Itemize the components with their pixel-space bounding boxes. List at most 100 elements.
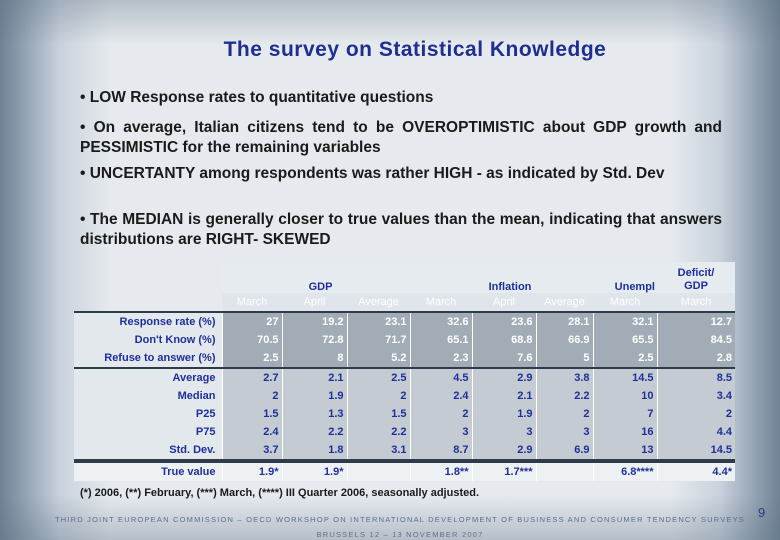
table-cell: 1.9* [281,463,347,481]
table-cell: 70.5 [221,331,282,349]
row-label: Std. Dev. [74,441,222,459]
table-row: True value 1.9* 1.9* 1.8** 1.7*** 6.8**** 4.4* [74,463,735,481]
row-label: Refuse to answer (%) [74,349,222,368]
table-cell: 32.1 [592,311,657,331]
group-inflation: Inflation [410,262,593,293]
table-cell: 1.7*** [471,463,536,481]
table-cell: 2.9 [471,367,536,387]
table-cell: 19.2 [281,311,347,331]
table-cell: 65.5 [592,331,657,349]
row-label: Median [74,387,222,405]
subheader-cell: Average [347,293,410,312]
table-cell: 1.5 [221,405,282,423]
table-cell: 23.1 [346,311,410,331]
table-group-header: GDP Inflation Unempl Deficit/ GDP [74,262,735,293]
table-row: Average 2.7 2.1 2.5 4.5 2.9 3.8 14.5 8.5 [74,367,735,387]
table-row: Response rate (%) 27 19.2 23.1 32.6 23.6 28.1 3… [74,311,735,331]
row-label: Don't Know (%) [74,331,222,349]
table-cell: 23.6 [471,311,536,331]
table-cell: 27 [221,311,282,331]
survey-table: GDP Inflation Unempl Deficit/ GDP March A… [74,262,735,481]
page-number: 9 [758,505,766,520]
table-cell: 2.7 [221,367,282,387]
table-cell: 32.6 [409,311,472,331]
table-cell: 3 [409,423,472,441]
table-cell: 2.3 [409,349,472,368]
table-cell: 84.5 [656,331,735,349]
table-cell: 2.9 [471,441,536,459]
table-cell: 14.5 [656,441,735,459]
bullet-uncertainty: • UNCERTANTY among respondents was rathe… [80,165,665,182]
subheader-cell: March [657,293,735,312]
table-cell: 2.2 [535,387,593,405]
table-cell: 1.8** [409,463,472,481]
table-cell [346,463,410,481]
subheader-blank [74,293,222,312]
subheader-cell: April [282,293,347,312]
table-cell: 2 [346,387,410,405]
table-subheader-row: March April Average March April Average March M… [74,293,735,312]
table-cell: 2.5 [592,349,657,368]
separator-cell [74,459,735,463]
table-row: Std. Dev. 3.7 1.8 3.1 8.7 2.9 6.9 13 14.5 [74,441,735,459]
subheader-cell: March [410,293,472,312]
table-cell: 1.8 [281,441,347,459]
table-cell: 2.1 [471,387,536,405]
table-cell: 1.3 [281,405,347,423]
bullet-response-rates: • LOW Response rates to quantitative que… [80,89,434,106]
footer-location-date: BRUSSELS 12 – 13 NOVEMBER 2007 [316,530,484,539]
subheader-cell: March [593,293,657,312]
table-cell: 2.1 [281,367,347,387]
table-cell: 7 [592,405,657,423]
table-cell: 1.9 [471,405,536,423]
table-cell: 28.1 [535,311,593,331]
table-row: P75 2.4 2.2 2.2 3 3 3 16 4.4 [74,423,735,441]
row-label: True value [74,463,222,481]
table-row: Median 2 1.9 2 2.4 2.1 2.2 10 3.4 [74,387,735,405]
table-cell: 68.8 [471,331,536,349]
bullet-optimism: • On average, Italian citizens tend to b… [80,119,722,156]
group-deficit: Deficit/ GDP [657,262,735,293]
table-cell: 1.9* [221,463,282,481]
table-cell: 1.9 [281,387,347,405]
subheader-cell: April [472,293,536,312]
table-cell: 16 [592,423,657,441]
subheader-cell: March [222,293,282,312]
table-cell: 2 [535,405,593,423]
table-cell: 3 [471,423,536,441]
table-cell: 66.9 [535,331,593,349]
table-cell: 2.4 [409,387,472,405]
table-cell: 3.8 [535,367,593,387]
group-gdp: GDP [222,262,410,293]
table-cell: 8 [281,349,347,368]
table-cell: 8.7 [409,441,472,459]
table-cell: 8.5 [656,367,735,387]
table-cell: 14.5 [592,367,657,387]
table-cell: 3.7 [221,441,282,459]
table-cell: 2 [656,405,735,423]
table-cell: 5.2 [346,349,410,368]
table-row: Don't Know (%) 70.5 72.8 71.7 65.1 68.8 66.9 65… [74,331,735,349]
table-cell: 4.5 [409,367,472,387]
row-label: Response rate (%) [74,311,222,331]
table-cell: 7.6 [471,349,536,368]
table-cell: 2.2 [281,423,347,441]
group-unempl: Unempl [593,262,657,293]
table-cell: 3 [535,423,593,441]
footer-workshop: THIRD JOINT EUROPEAN COMMISSION – OECD W… [54,515,746,524]
row-label: P75 [74,423,222,441]
corner-cell [74,262,222,293]
table-cell: 2 [409,405,472,423]
bullet-median: • The MEDIAN is generally closer to true… [80,211,722,248]
footnote: (*) 2006, (**) February, (***) March, (*… [80,487,479,499]
table-cell: 2.8 [656,349,735,368]
table-cell: 2.5 [221,349,282,368]
table-cell: 3.4 [656,387,735,405]
table-row: P25 1.5 1.3 1.5 2 1.9 2 7 2 [74,405,735,423]
table-cell: 1.5 [346,405,410,423]
table-separator [74,459,735,463]
table-cell: 2 [221,387,282,405]
table-cell: 5 [535,349,593,368]
subheader-cell: Average [536,293,593,312]
table-cell: 2.5 [346,367,410,387]
